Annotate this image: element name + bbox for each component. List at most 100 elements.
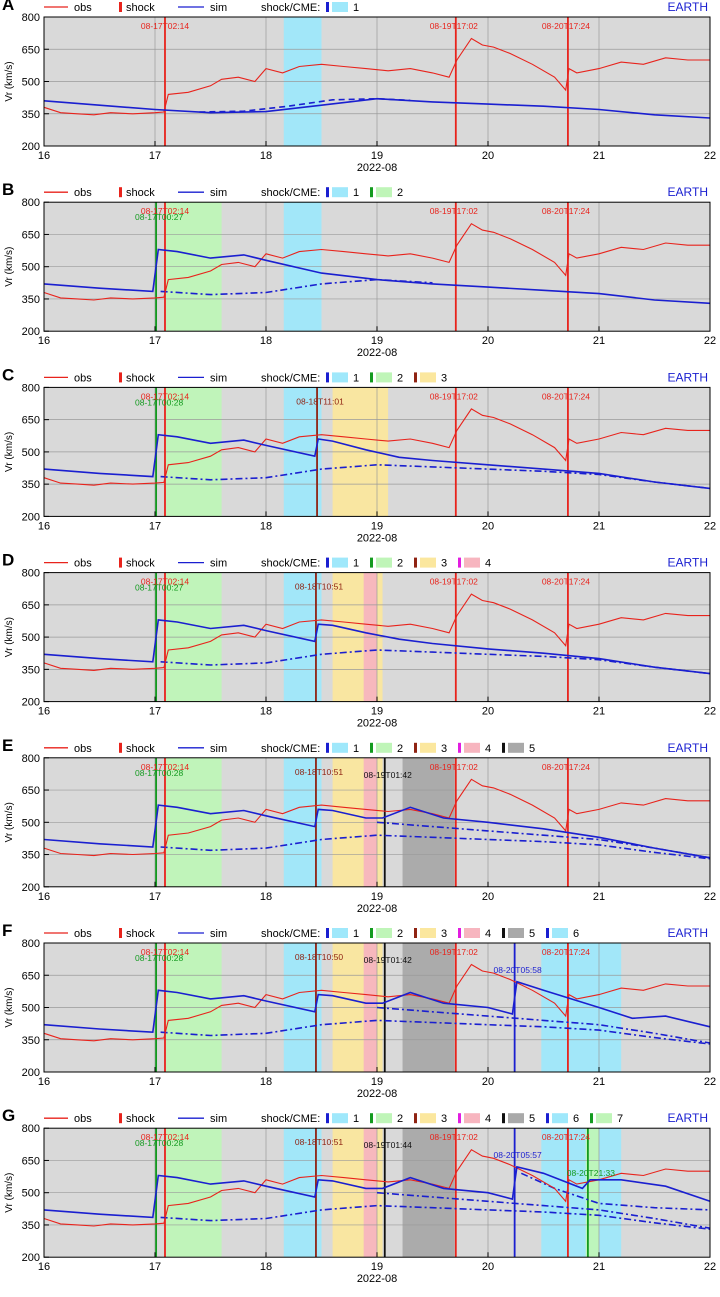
sim-cme-curve [376, 1191, 711, 1229]
legend-cme-region-swatch-1 [332, 1113, 348, 1124]
obs-shock-label: 08-19T17:02 [430, 577, 478, 587]
legend-cme-id-7: 7 [617, 1113, 623, 1125]
sim-series-line [43, 1165, 711, 1219]
legend-cme-region-swatch-4 [464, 742, 480, 753]
legend-cme-id-3: 3 [441, 1113, 447, 1125]
x-tick-label: 19 [371, 1261, 383, 1273]
legend-cme-region-swatch-6 [552, 1113, 568, 1124]
obs-shock-label: 08-17T02:14 [141, 1132, 189, 1142]
legend-sim-label: sim [210, 928, 227, 940]
obs-shock-label: 08-19T17:02 [430, 206, 478, 216]
legend-obs-label: obs [74, 743, 92, 755]
y-tick-label: 800 [22, 753, 40, 765]
x-tick-label: 17 [149, 1261, 161, 1273]
x-tick-label: 19 [371, 1076, 383, 1088]
location-label: EARTH [668, 1111, 708, 1125]
legend-shock-swatch [119, 1113, 122, 1124]
legend-cme-id-3: 3 [441, 372, 447, 384]
x-axis-title: 2022-08 [357, 1273, 397, 1285]
panel-g: G 08-17T02:14 08-19T17:02 08-20T17:24 08-17T… [2, 1106, 716, 1285]
legend-cme-shock-swatch-3 [414, 1113, 417, 1124]
x-tick-label: 19 [371, 706, 383, 718]
y-tick-label: 200 [22, 882, 40, 894]
panel-letter: C [2, 365, 14, 384]
legend-cme-id-1: 1 [353, 187, 359, 199]
panel-d: D 08-17T02:14 08-19T17:02 08-20T17:24 08-17T… [2, 551, 716, 730]
legend-cme-region-swatch-1 [332, 742, 348, 753]
panel-letter: F [2, 921, 12, 940]
legend-cme-id-1: 1 [353, 1113, 359, 1125]
sim-shock-label-6: 08-20T05:57 [494, 1150, 542, 1160]
legend-cme-region-swatch-2 [376, 557, 392, 568]
legend-cme-shock-swatch-3 [414, 928, 417, 938]
obs-shock-label: 08-19T17:02 [430, 1132, 478, 1142]
sim-shock-label-2: 08-17T00:27 [135, 212, 183, 222]
sim-series-line [43, 619, 711, 675]
obs-shock-label: 08-19T17:02 [430, 762, 478, 772]
legend-cme-shock-swatch-6 [546, 1113, 549, 1124]
legend-cme-id-4: 4 [485, 928, 491, 940]
panel-a: A 08-17T02:14 08-19T17:02 08-20T17:24 200 350… [2, 0, 716, 174]
legend-shock-label: shock [126, 928, 155, 940]
legend-cme-region-swatch-5 [508, 742, 524, 753]
legend-cme-region-swatch-1 [332, 557, 348, 568]
y-tick-label: 350 [22, 294, 40, 306]
panel-e: E 08-17T02:14 08-19T17:02 08-20T17:24 08-17T… [2, 736, 716, 915]
legend-cme-id-5: 5 [529, 743, 535, 755]
y-tick-label: 500 [22, 1003, 40, 1015]
x-tick-label: 17 [149, 335, 161, 347]
sim-shock-label-5: 08-19T01:44 [364, 1140, 412, 1150]
obs-series-line [43, 778, 710, 857]
legend-cme-region-swatch-1 [332, 2, 348, 12]
x-tick-label: 16 [38, 1076, 50, 1088]
sim-shock-label-7: 08-20T21:33 [567, 1168, 615, 1178]
x-tick-label: 17 [149, 1076, 161, 1088]
legend-cme-shock-swatch-3 [414, 557, 417, 568]
y-tick-label: 650 [22, 785, 40, 797]
x-axis-title: 2022-08 [357, 903, 397, 915]
obs-shock-label: 08-19T17:02 [430, 21, 478, 31]
legend-cme-id-1: 1 [353, 372, 359, 384]
legend-cme-shock-swatch-5 [502, 1113, 505, 1124]
legend-cme-shock-swatch-2 [370, 1113, 373, 1124]
legend-obs-label: obs [74, 558, 92, 570]
x-tick-label: 16 [38, 150, 50, 162]
y-tick-label: 800 [22, 1123, 40, 1135]
legend-shock-cme-label: shock/CME: [261, 2, 320, 14]
x-axis-title: 2022-08 [357, 1088, 397, 1100]
legend-sim-label: sim [210, 558, 227, 570]
x-axis-title: 2022-08 [357, 532, 397, 544]
y-axis-title: Vr (km/s) [4, 247, 15, 287]
obs-series-line [43, 963, 710, 1042]
obs-shock-label: 08-20T17:24 [542, 762, 590, 772]
obs-shock-label: 08-20T17:24 [542, 577, 590, 587]
y-tick-label: 650 [22, 229, 40, 241]
legend-cme-id-2: 2 [397, 558, 403, 570]
panel-f: F 08-17T02:14 08-19T17:02 08-20T17:24 08-17T… [2, 921, 716, 1100]
legend-cme-shock-swatch-3 [414, 742, 417, 753]
obs-shock-label: 08-20T17:24 [542, 21, 590, 31]
sim-series-line [43, 804, 711, 859]
legend-cme-shock-swatch-1 [326, 742, 329, 753]
x-tick-label: 21 [593, 1076, 605, 1088]
legend-cme-id-6: 6 [573, 928, 579, 940]
legend-cme-shock-swatch-4 [458, 1113, 461, 1124]
panel-letter: B [2, 180, 14, 199]
legend-cme-region-swatch-3 [420, 742, 436, 753]
x-tick-label: 18 [260, 1261, 272, 1273]
sim-series-line [43, 248, 711, 305]
legend-cme-id-1: 1 [353, 743, 359, 755]
sim-shock-label-3: 08-18T10:51 [295, 767, 343, 777]
obs-series-line [43, 37, 710, 116]
x-tick-label: 21 [593, 1261, 605, 1273]
legend-cme-id-4: 4 [485, 743, 491, 755]
legend-cme-region-swatch-3 [420, 557, 436, 568]
x-tick-label: 18 [260, 150, 272, 162]
obs-shock-label: 08-17T02:14 [141, 947, 189, 957]
y-tick-label: 200 [22, 697, 40, 709]
obs-shock-label: 08-17T02:14 [141, 577, 189, 587]
x-tick-label: 18 [260, 335, 272, 347]
y-axis-title: Vr (km/s) [4, 617, 15, 657]
y-tick-label: 200 [22, 511, 40, 523]
location-label: EARTH [668, 741, 708, 755]
